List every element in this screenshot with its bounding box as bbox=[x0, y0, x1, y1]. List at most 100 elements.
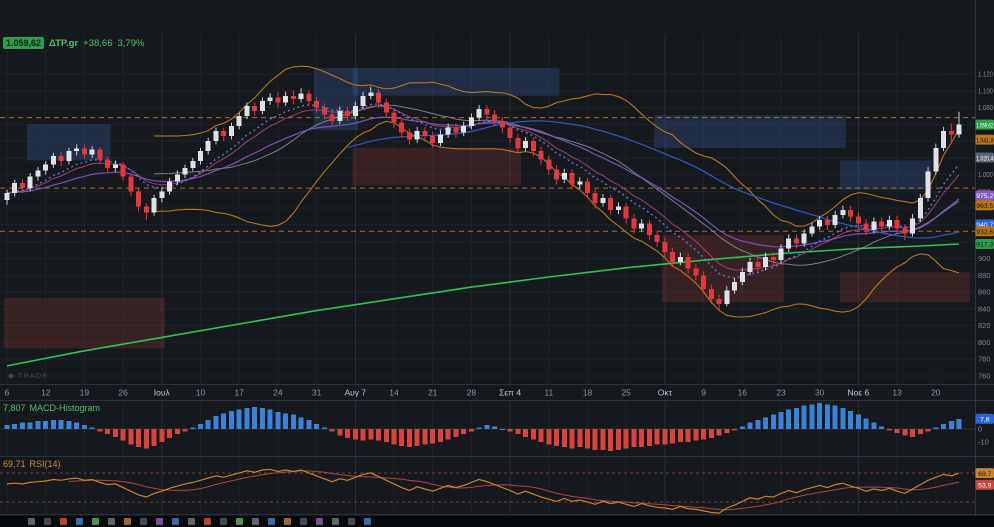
taskbar-icon[interactable] bbox=[268, 518, 275, 525]
axis-price-badge bbox=[975, 152, 994, 163]
svg-text:760: 760 bbox=[978, 372, 991, 381]
svg-text:-10: -10 bbox=[978, 438, 989, 447]
svg-text:Ιουλ: Ιουλ bbox=[154, 388, 171, 398]
price-zones bbox=[4, 68, 970, 349]
watermark: ◆ TRADE bbox=[8, 371, 48, 380]
svg-text:21: 21 bbox=[428, 388, 438, 398]
svg-text:1.080: 1.080 bbox=[978, 103, 993, 112]
taskbar-icon[interactable] bbox=[364, 518, 371, 525]
taskbar-icon[interactable] bbox=[348, 518, 355, 525]
svg-text:900: 900 bbox=[978, 254, 991, 263]
svg-text:20: 20 bbox=[931, 388, 941, 398]
taskbar-icon[interactable] bbox=[28, 518, 35, 525]
price-change-percent: 3,79% bbox=[117, 37, 145, 49]
taskbar-icon[interactable] bbox=[108, 518, 115, 525]
symbol-legend[interactable]: 1.059,62 ΔΤΡ.gr +38,66 3,79% bbox=[3, 37, 144, 49]
taskbar-icon[interactable] bbox=[316, 518, 323, 525]
svg-text:6: 6 bbox=[5, 388, 10, 398]
svg-text:26: 26 bbox=[118, 388, 128, 398]
svg-text:9: 9 bbox=[701, 388, 706, 398]
svg-text:Σεπ 4: Σεπ 4 bbox=[499, 388, 521, 398]
macd-value: 7,807 bbox=[3, 403, 26, 413]
svg-text:12: 12 bbox=[41, 388, 51, 398]
macd-legend[interactable]: 7,807 MACD-Histogram bbox=[3, 403, 100, 413]
svg-text:840: 840 bbox=[978, 304, 991, 313]
taskbar-icon[interactable] bbox=[60, 518, 67, 525]
svg-text:Νοε 6: Νοε 6 bbox=[848, 388, 870, 398]
svg-text:820: 820 bbox=[978, 321, 991, 330]
taskbar-icon[interactable] bbox=[172, 518, 179, 525]
taskbar-icon[interactable] bbox=[140, 518, 147, 525]
watermark-label: TRADE bbox=[17, 371, 49, 380]
taskbar-icon[interactable] bbox=[204, 518, 211, 525]
svg-text:24: 24 bbox=[273, 388, 283, 398]
svg-text:10: 10 bbox=[196, 388, 206, 398]
taskbar-icon[interactable] bbox=[44, 518, 51, 525]
taskbar-icon[interactable] bbox=[76, 518, 83, 525]
taskbar-icon[interactable] bbox=[188, 518, 195, 525]
svg-text:Οκτ: Οκτ bbox=[658, 388, 673, 398]
svg-text:975,2: 975,2 bbox=[976, 193, 993, 200]
indicator-lines bbox=[0, 65, 975, 367]
svg-text:69,7: 69,7 bbox=[978, 471, 991, 478]
svg-text:1.100: 1.100 bbox=[978, 86, 993, 95]
svg-text:1.000: 1.000 bbox=[978, 170, 993, 179]
svg-text:1.120: 1.120 bbox=[978, 70, 993, 79]
svg-text:1.041,8: 1.041,8 bbox=[976, 137, 993, 144]
candlesticks bbox=[4, 86, 962, 311]
rsi-legend[interactable]: 69,71 RSI(14) bbox=[3, 459, 61, 469]
rsi-value: 69,71 bbox=[3, 459, 26, 469]
taskbar-icon[interactable] bbox=[124, 518, 131, 525]
price-axis[interactable]: 1.1201.1001.0801.0601.0401.0201.00098096… bbox=[975, 70, 994, 490]
taskbar-icon[interactable] bbox=[332, 518, 339, 525]
svg-text:25: 25 bbox=[621, 388, 631, 398]
taskbar-icon[interactable] bbox=[156, 518, 163, 525]
taskbar-icon[interactable] bbox=[220, 518, 227, 525]
axis-price-badge bbox=[975, 200, 994, 211]
svg-text:31: 31 bbox=[312, 388, 322, 398]
time-axis[interactable]: 6 12 19 26 Ιουλ 10 17 24 31 Αυγ 7 14 21 28 Σεπ 4 11 18 2… bbox=[5, 388, 941, 398]
svg-text:16: 16 bbox=[738, 388, 748, 398]
axis-price-badge bbox=[975, 226, 994, 237]
svg-text:18: 18 bbox=[583, 388, 593, 398]
rsi-name: RSI(14) bbox=[29, 459, 61, 469]
macd-name: MACD-Histogram bbox=[29, 403, 101, 413]
svg-text:17: 17 bbox=[234, 388, 244, 398]
axis-price-badge bbox=[975, 413, 994, 424]
svg-text:30: 30 bbox=[815, 388, 825, 398]
svg-text:1.059,62: 1.059,62 bbox=[976, 122, 993, 129]
svg-text:19: 19 bbox=[80, 388, 90, 398]
taskbar-icon[interactable] bbox=[252, 518, 259, 525]
symbol-name: ΔΤΡ.gr bbox=[49, 37, 79, 49]
taskbar-icon[interactable] bbox=[300, 518, 307, 525]
svg-text:7,8: 7,8 bbox=[980, 417, 990, 424]
axis-price-badge bbox=[975, 134, 994, 145]
axis-price-badge bbox=[975, 190, 994, 201]
grid-lines bbox=[0, 34, 975, 514]
macd-histogram bbox=[0, 403, 975, 452]
svg-text:14: 14 bbox=[389, 388, 399, 398]
taskbar-icon[interactable] bbox=[284, 518, 291, 525]
svg-text:Αυγ 7: Αυγ 7 bbox=[344, 388, 366, 398]
rsi-pane bbox=[0, 468, 975, 514]
axis-price-badge bbox=[975, 239, 994, 250]
svg-text:0: 0 bbox=[978, 425, 982, 434]
taskbar bbox=[0, 516, 994, 527]
svg-text:53,9: 53,9 bbox=[978, 482, 991, 489]
price-change: +38,66 bbox=[83, 37, 113, 49]
svg-text:13: 13 bbox=[892, 388, 902, 398]
svg-text:23: 23 bbox=[776, 388, 786, 398]
axis-price-badge bbox=[975, 479, 994, 490]
chart-canvas[interactable]: 6 12 19 26 Ιουλ 10 17 24 31 Αυγ 7 14 21 28 Σεπ 4 11 18 2… bbox=[0, 0, 994, 516]
taskbar-icon[interactable] bbox=[236, 518, 243, 525]
axis-price-badge bbox=[975, 468, 994, 479]
taskbar-icon[interactable] bbox=[92, 518, 99, 525]
svg-text:940,7: 940,7 bbox=[976, 222, 993, 229]
last-price-badge: 1.059,62 bbox=[3, 37, 45, 49]
svg-text:860: 860 bbox=[978, 288, 991, 297]
svg-text:800: 800 bbox=[978, 338, 991, 347]
svg-text:28: 28 bbox=[467, 388, 477, 398]
svg-text:1.020,4: 1.020,4 bbox=[976, 155, 993, 162]
svg-text:780: 780 bbox=[978, 355, 991, 364]
